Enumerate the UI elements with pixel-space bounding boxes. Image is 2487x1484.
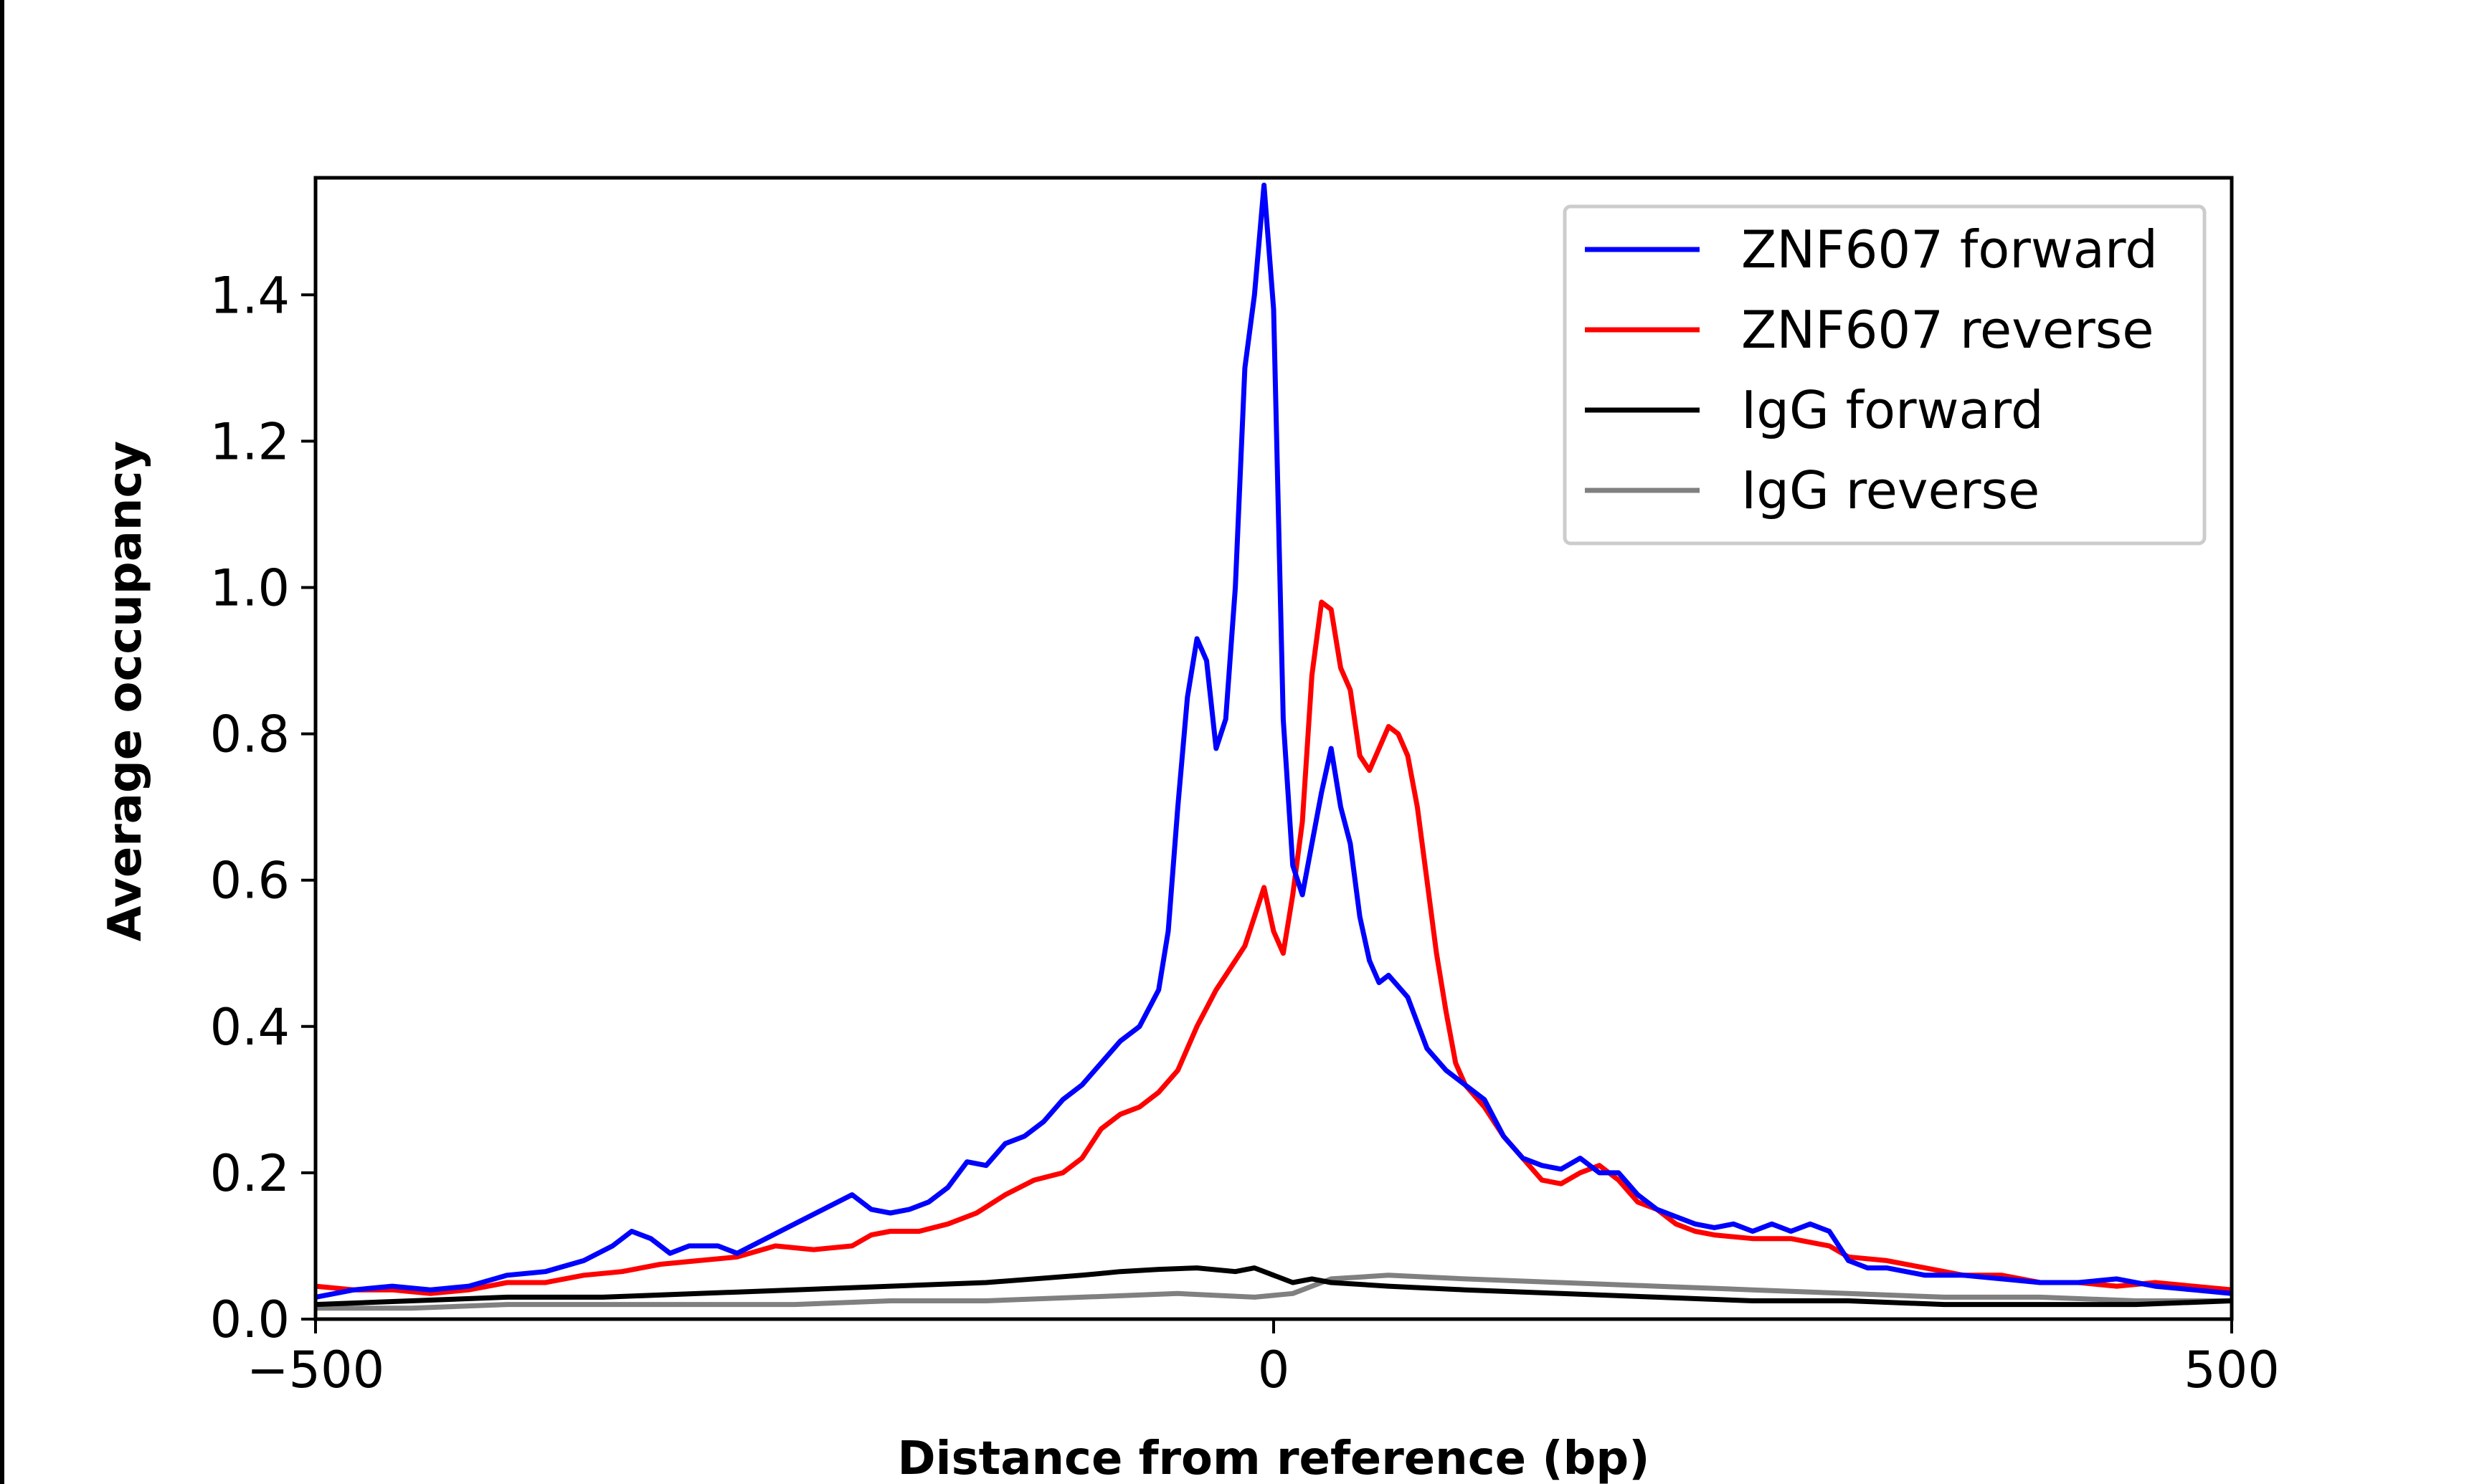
y-tick-label: 0.6 <box>210 852 290 910</box>
legend-label: ZNF607 reverse <box>1741 300 2154 360</box>
series-line-0 <box>316 182 2232 1300</box>
x-tick-label: 500 <box>2184 1341 2280 1399</box>
x-tick-label: −500 <box>247 1341 384 1399</box>
legend-label: ZNF607 forward <box>1741 219 2158 280</box>
image-left-border <box>0 0 4 1484</box>
legend-label: IgG reverse <box>1741 460 2040 520</box>
legend: ZNF607 forward ZNF607 reverse IgG forward I… <box>1563 204 2207 546</box>
series-line-3 <box>316 1273 2232 1311</box>
y-tick-label: 1.2 <box>210 412 290 471</box>
x-tick-label: 0 <box>1258 1341 1290 1399</box>
series-layer <box>316 182 2232 1311</box>
y-tick-label: 1.0 <box>210 558 290 617</box>
y-axis-label: Average occupancy <box>99 441 152 941</box>
y-axis-ticks: 0.0 0.2 0.4 0.6 0.8 1.0 1.2 1.4 <box>210 266 316 1349</box>
x-axis-ticks: −500 0 500 <box>247 1319 2280 1399</box>
y-tick-label: 0.2 <box>210 1144 290 1203</box>
y-tick-label: 1.4 <box>210 266 290 325</box>
y-tick-label: 0.4 <box>210 998 290 1057</box>
series-line-1 <box>316 599 2232 1296</box>
series-line-2 <box>316 1265 2232 1308</box>
x-axis-label: Distance from reference (bp) <box>898 1432 1650 1484</box>
y-tick-label: 0.0 <box>210 1290 290 1349</box>
legend-label: IgG forward <box>1741 380 2044 440</box>
legend-box <box>1563 204 2207 546</box>
y-tick-label: 0.8 <box>210 705 290 764</box>
